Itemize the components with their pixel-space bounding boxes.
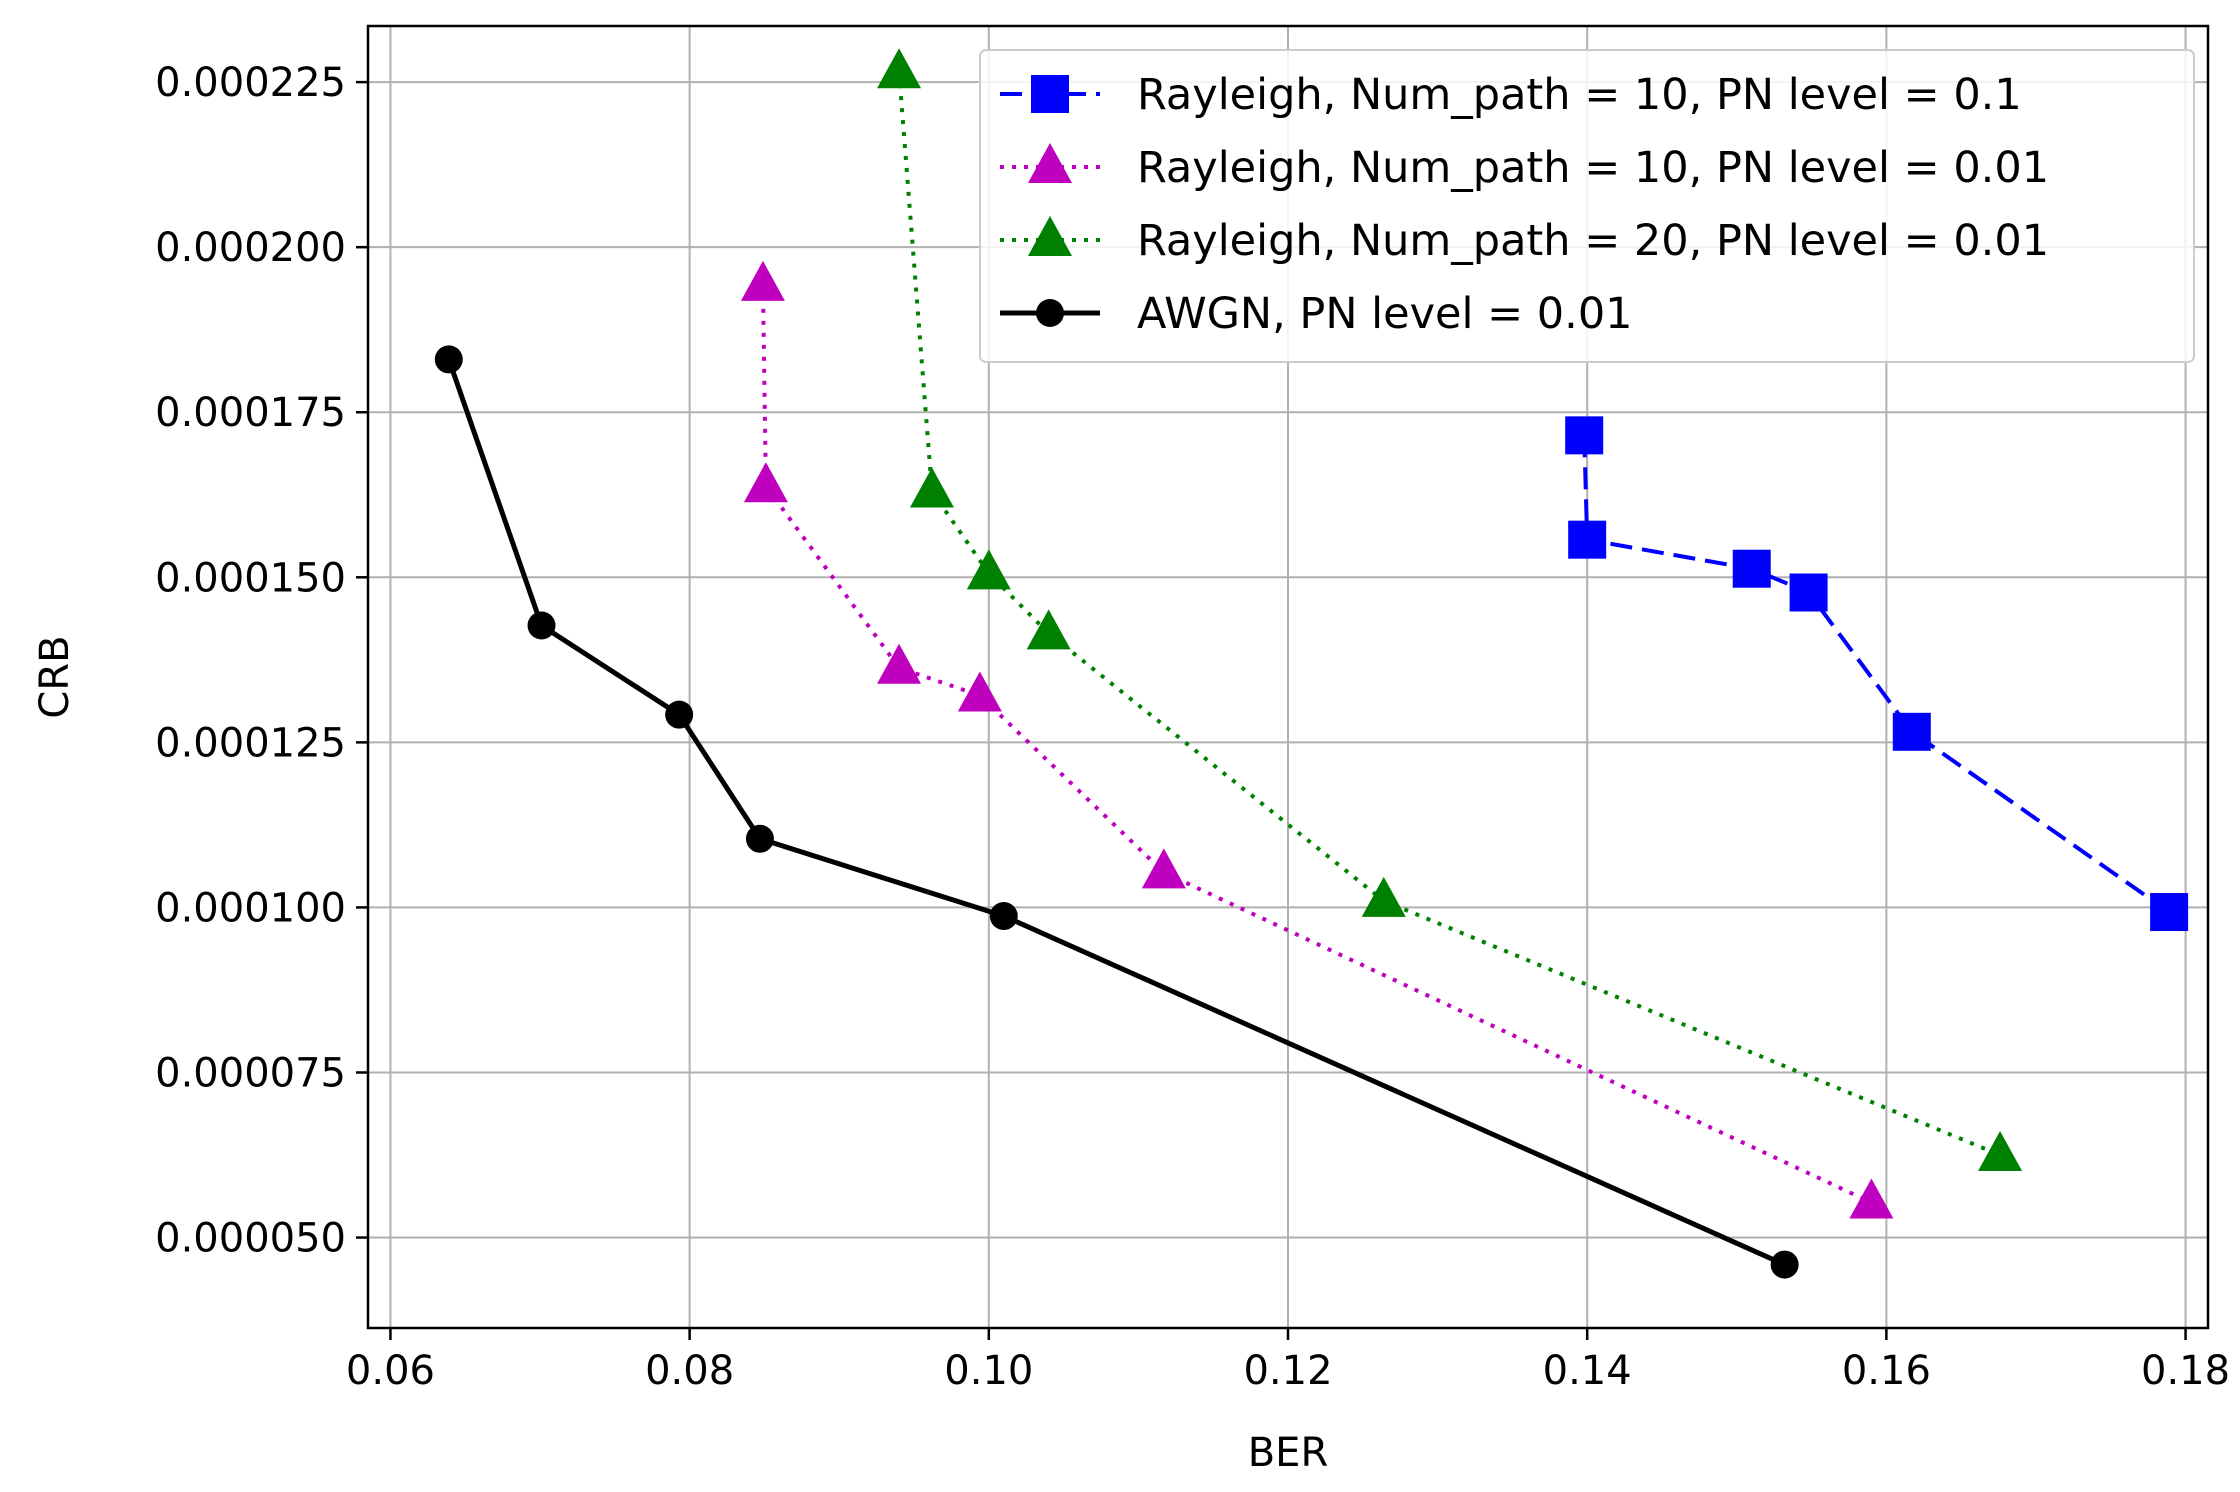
x-axis-label: BER: [1248, 1430, 1329, 1476]
data-point: [966, 549, 1011, 590]
data-point: [1789, 573, 1828, 612]
x-tick-label: 0.18: [2141, 1348, 2230, 1394]
data-point: [1565, 416, 1604, 455]
data-point: [877, 643, 922, 684]
y-tick-label: 0.000125: [155, 720, 346, 766]
legend-label: Rayleigh, Num_path = 10, PN level = 0.1: [1137, 70, 2022, 120]
y-tick-label: 0.000175: [155, 390, 346, 436]
y-tick-label: 0.000100: [155, 885, 346, 931]
series-line: [760, 284, 1873, 1205]
x-tick-label: 0.10: [944, 1348, 1033, 1394]
data-point: [2150, 893, 2189, 932]
data-point: [1568, 520, 1607, 559]
legend-item: AWGN, PN level = 0.01: [1000, 289, 1633, 339]
legend-marker: [1028, 143, 1072, 183]
data-point: [989, 902, 1018, 931]
legend-label: AWGN, PN level = 0.01: [1137, 289, 1633, 339]
x-tick-label: 0.08: [645, 1348, 734, 1394]
data-point: [1732, 549, 1771, 588]
series-group: [434, 48, 2189, 1279]
y-tick-label: 0.000050: [155, 1216, 346, 1262]
y-tick-label: 0.000150: [155, 555, 346, 601]
legend-item: Rayleigh, Num_path = 10, PN level = 0.1: [1000, 70, 2022, 120]
data-point: [743, 462, 788, 503]
data-point: [1026, 609, 1071, 650]
legend-label: Rayleigh, Num_path = 10, PN level = 0.01: [1137, 143, 2049, 193]
x-tick-label: 0.06: [346, 1348, 435, 1394]
legend: Rayleigh, Num_path = 10, PN level = 0.1 R…: [979, 49, 2195, 363]
data-point: [745, 824, 774, 853]
x-tick-label: 0.16: [1842, 1348, 1931, 1394]
x-tick-label: 0.14: [1543, 1348, 1632, 1394]
series-2: [740, 260, 1894, 1219]
legend-box: [979, 49, 2195, 363]
data-point: [1141, 848, 1186, 889]
data-point: [1770, 1250, 1799, 1279]
data-point: [1892, 712, 1931, 751]
ticks: 0.06 0.08 0.10 0.12 0.14 0.16 0.18 0.000050 0.00…: [155, 60, 2230, 1394]
data-point: [1978, 1131, 2023, 1172]
legend-item: Rayleigh, Num_path = 10, PN level = 0.01: [1000, 143, 2049, 193]
data-point: [527, 611, 556, 640]
series-4: [434, 345, 1799, 1279]
series-line: [446, 358, 1786, 1267]
data-point: [1361, 876, 1406, 917]
series-1: [1565, 416, 2189, 932]
series-line: [1582, 435, 2171, 914]
data-point: [740, 260, 785, 301]
y-tick-label: 0.000200: [155, 225, 346, 271]
data-point: [434, 345, 463, 374]
series-line: [897, 72, 2001, 1157]
data-point: [1849, 1178, 1894, 1219]
legend-marker: [1028, 216, 1072, 256]
series-3: [877, 48, 2023, 1172]
data-point: [665, 700, 694, 729]
legend-label: Rayleigh, Num_path = 20, PN level = 0.01: [1137, 216, 2049, 266]
y-tick-label: 0.000225: [155, 60, 346, 106]
data-point: [877, 48, 922, 89]
y-axis-label: CRB: [32, 635, 78, 718]
legend-marker: [1036, 299, 1064, 327]
x-tick-label: 0.12: [1243, 1348, 1332, 1394]
legend-marker: [1031, 75, 1069, 113]
data-point: [957, 671, 1002, 712]
y-tick-label: 0.000075: [155, 1050, 346, 1096]
data-point: [909, 467, 954, 508]
legend-item: Rayleigh, Num_path = 20, PN level = 0.01: [1000, 216, 2049, 266]
